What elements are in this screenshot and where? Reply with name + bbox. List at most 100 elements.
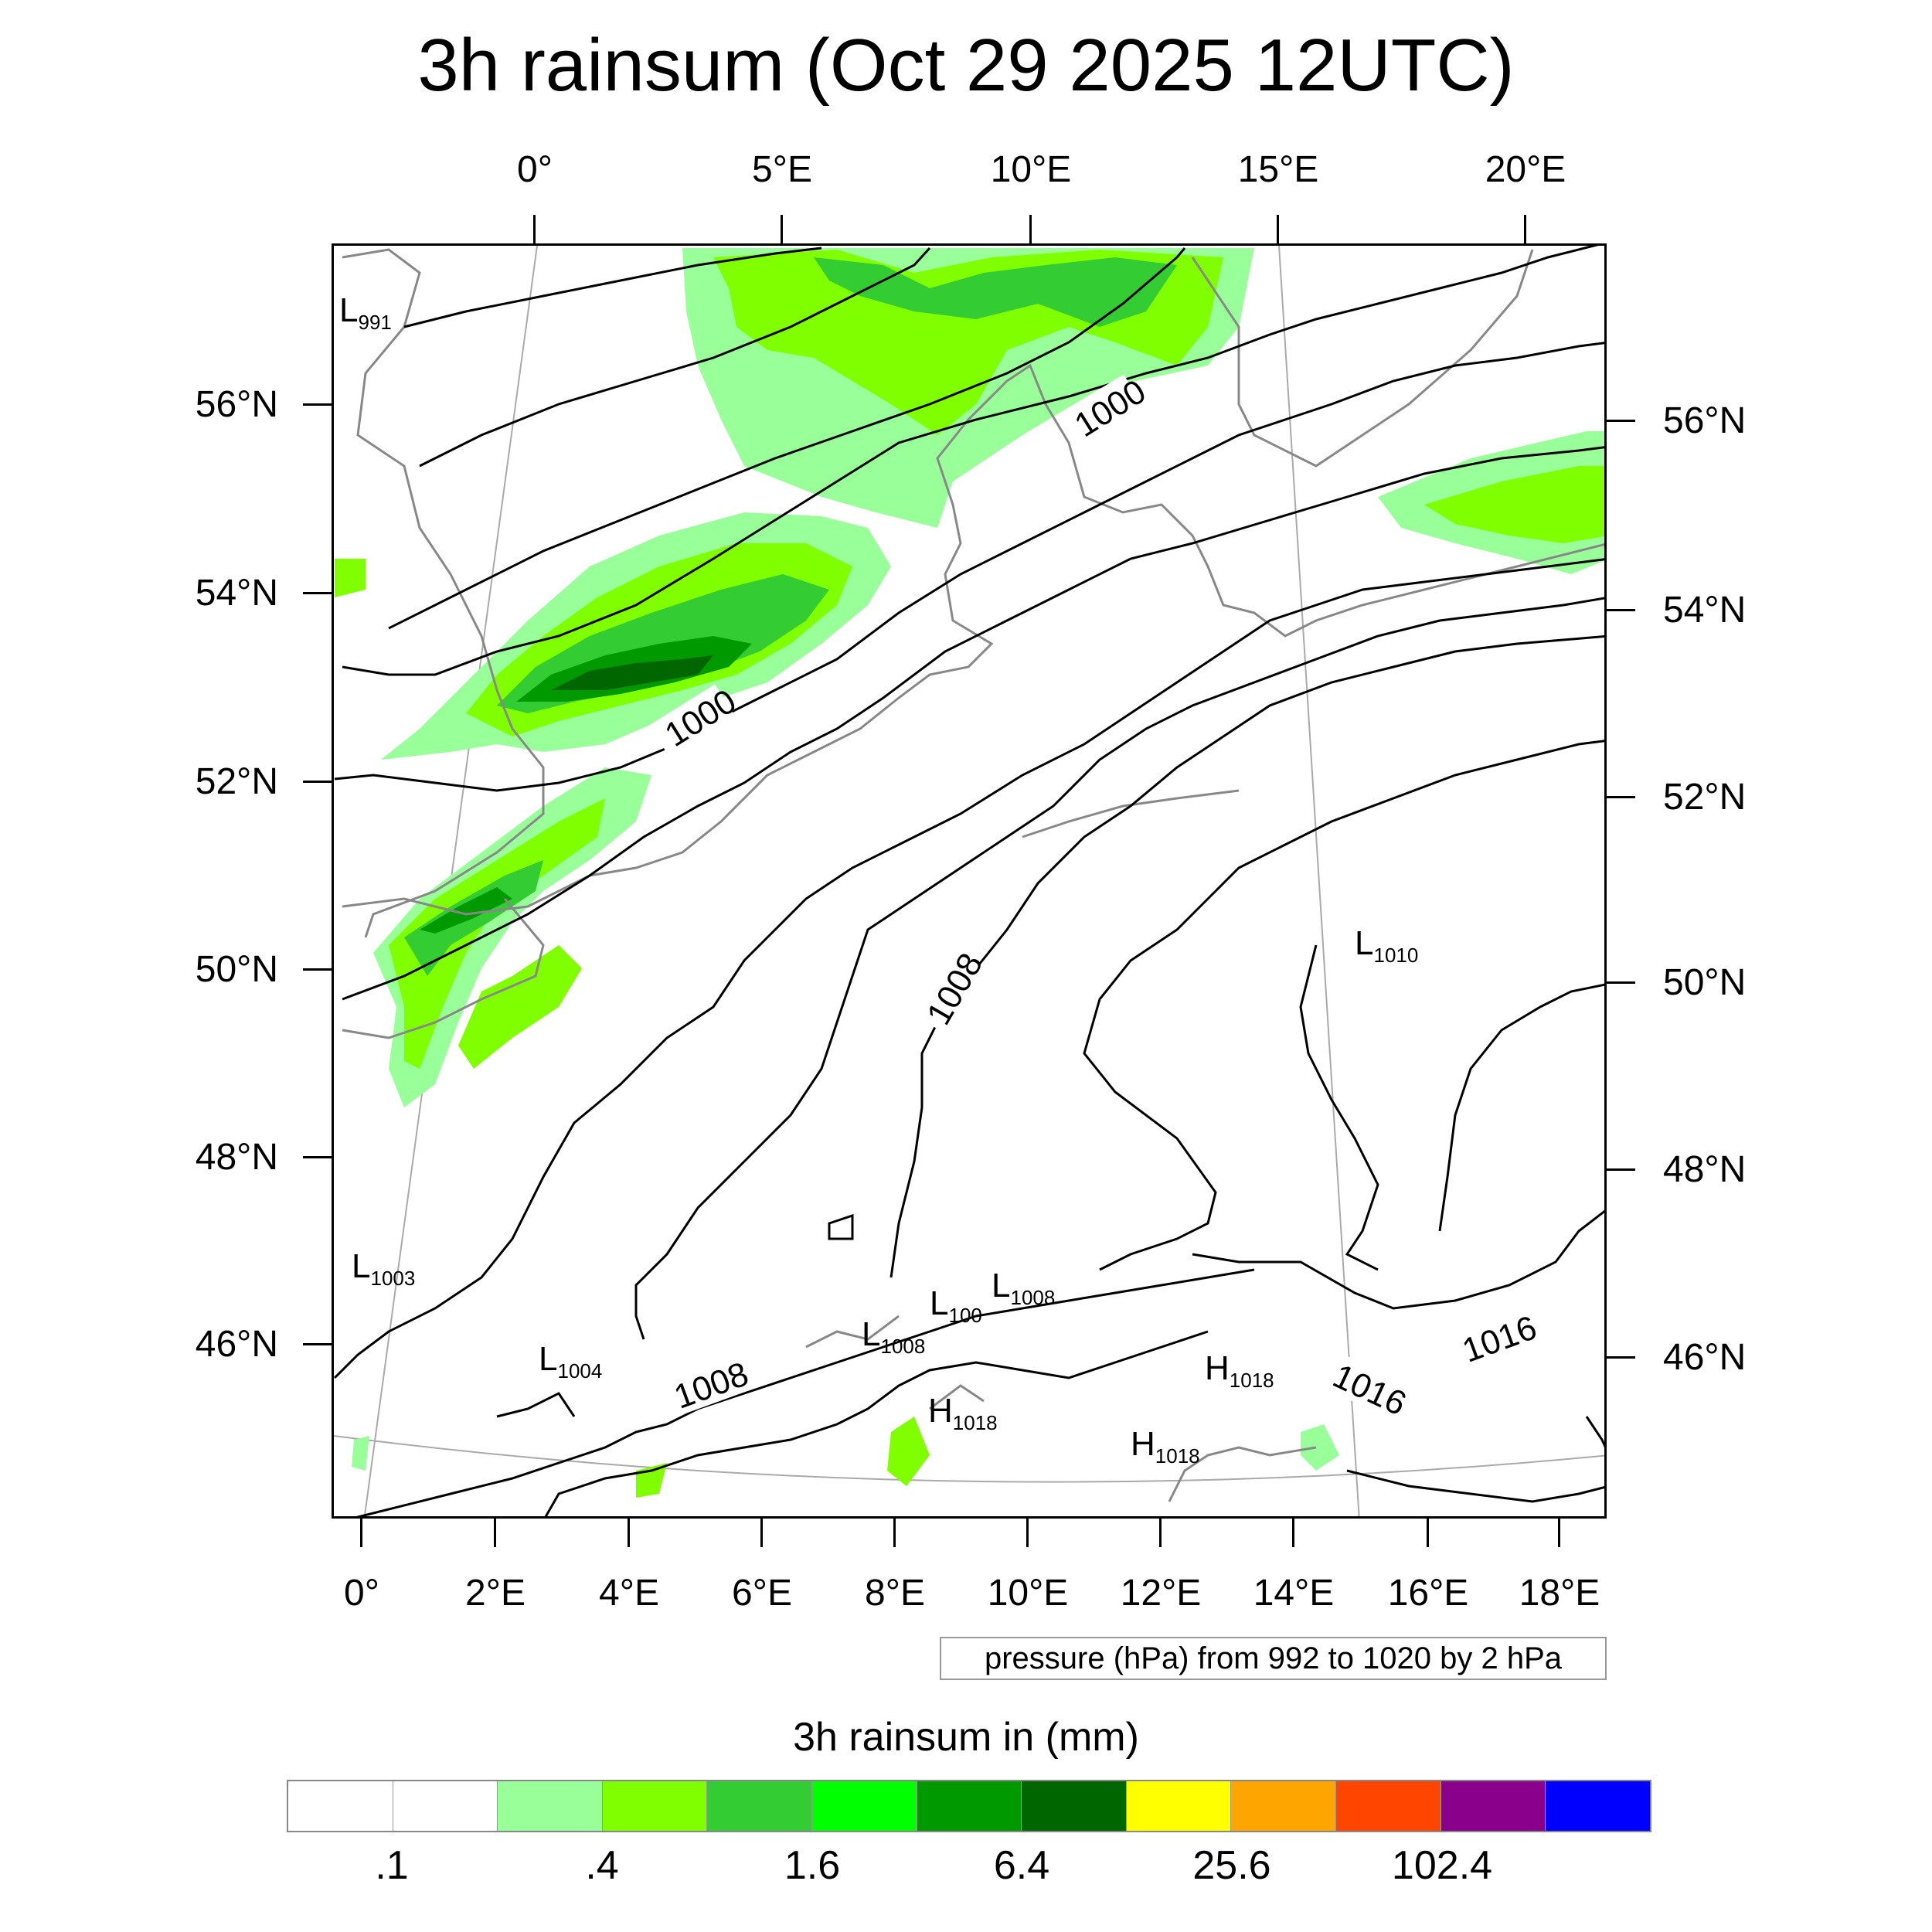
bottom-lon-label: 0° [344, 1573, 379, 1614]
rain-area-france-dark [420, 887, 512, 934]
left-lat-label: 56°N [195, 384, 278, 425]
pressure-center-value: 1018 [1155, 1444, 1200, 1468]
isobar-line [496, 1392, 576, 1418]
bottom-lon-label: 8°E [865, 1573, 925, 1614]
map-panel: 1000 1000 1008 1008 1016 1016 L991 L1003… [332, 243, 1607, 1519]
bottom-lon-label: 18°E [1519, 1573, 1600, 1614]
rain-area-baltic-lime [1424, 466, 1604, 543]
isobar-line [1083, 740, 1604, 1271]
colorbar-swatch [498, 1781, 603, 1831]
colorbar-tick-label: .4 [585, 1843, 619, 1888]
svg-text:L991: L991 [339, 291, 392, 334]
pressure-centers: L991 L1003 L1004 L1008 L1008 L100 L1010 … [339, 291, 1418, 1468]
isobar-line [403, 247, 822, 328]
colorbar-swatch [288, 1781, 393, 1831]
colorbar-swatch [393, 1781, 498, 1831]
pressure-center-letter: L [339, 291, 358, 329]
bottom-lon-label: 2°E [465, 1573, 526, 1614]
pressure-center-value: 1010 [1373, 944, 1418, 967]
pressure-center-letter: L [862, 1315, 880, 1353]
isobar-line [828, 1213, 854, 1240]
isobar-line [388, 247, 1186, 630]
svg-text:L1003: L1003 [352, 1247, 415, 1290]
pressure-center-letter: H [1131, 1425, 1155, 1463]
colorbar-swatch [1440, 1781, 1546, 1831]
bottom-lon-label: 6°E [732, 1573, 792, 1614]
left-lat-label: 46°N [195, 1324, 278, 1365]
top-lon-label: 5°E [752, 149, 812, 190]
colorbar-tick-label: .1 [375, 1843, 409, 1888]
isobar-line [1438, 983, 1604, 1232]
isobar-line [355, 1268, 1255, 1516]
rain-area-france-light [373, 767, 651, 1107]
isobar-line [342, 446, 1604, 1001]
bottom-lon-label: 14°E [1253, 1573, 1335, 1614]
left-lat-label: 48°N [195, 1137, 278, 1178]
isobar-label: 1008 [920, 947, 990, 1031]
top-lon-label: 0° [517, 149, 553, 190]
left-lat-label: 52°N [195, 761, 278, 802]
right-lat-label: 46°N [1663, 1337, 1747, 1378]
isobar-line [1346, 1469, 1604, 1503]
top-lon-label: 10°E [990, 149, 1072, 190]
pressure-center-value: 1008 [880, 1335, 925, 1358]
svg-text:L1010: L1010 [1355, 924, 1418, 967]
right-lat-label: 56°N [1663, 400, 1747, 441]
top-lon-label: 15°E [1237, 149, 1319, 190]
isobars [334, 246, 1604, 1516]
figure-title: 3h rainsum (Oct 29 2025 12UTC) [417, 24, 1515, 107]
svg-text:H1018: H1018 [1131, 1425, 1200, 1468]
svg-text:H1018: H1018 [928, 1392, 998, 1434]
right-lat-label: 52°N [1663, 777, 1747, 818]
pressure-center-value: 100 [948, 1304, 981, 1327]
svg-text:H1018: H1018 [1205, 1349, 1274, 1392]
svg-text:L1008: L1008 [862, 1315, 925, 1358]
contour-info-box: pressure (hPa) from 992 to 1020 by 2 hPa [940, 1637, 1607, 1680]
coastlines [342, 248, 1604, 1502]
rain-area-south-patch [1301, 1424, 1339, 1471]
colorbar-swatch [1022, 1781, 1127, 1831]
rain-area-north-medium [814, 257, 1177, 327]
right-lat-label: 54°N [1663, 590, 1747, 631]
colorbar-swatch [1336, 1781, 1441, 1831]
colorbar-swatch [812, 1781, 917, 1831]
rain-area-front-darkest [551, 655, 713, 690]
colorbar-swatch [602, 1781, 708, 1831]
bottom-lon-label: 4°E [599, 1573, 659, 1614]
isobar-line [544, 1330, 1209, 1516]
left-lat-label: 54°N [195, 573, 278, 614]
svg-text:L100: L100 [930, 1284, 982, 1327]
isobar-line [334, 558, 1604, 1379]
isobar-line [334, 342, 1604, 792]
colorbar-swatch [1126, 1781, 1232, 1831]
isobar-line [1192, 1209, 1604, 1310]
pressure-center-letter: H [928, 1392, 953, 1430]
isobar-line [634, 597, 1604, 1340]
svg-text:L1008: L1008 [992, 1267, 1055, 1309]
pressure-center-value: 991 [358, 311, 391, 334]
pressure-center-value: 1004 [557, 1359, 602, 1383]
pressure-center-letter: L [1355, 924, 1373, 962]
pressure-center-value: 1018 [1230, 1369, 1274, 1392]
pressure-center-value: 1008 [1010, 1286, 1055, 1309]
pressure-center-letter: L [352, 1247, 370, 1285]
isobar-line [419, 247, 931, 468]
colorbar-title: 3h rainsum in (mm) [793, 1715, 1139, 1760]
colorbar-swatch [1231, 1781, 1337, 1831]
colorbar-tick-label: 1.6 [784, 1843, 841, 1888]
rain-area-south-patch [887, 1417, 930, 1486]
map-canvas: 1000 1000 1008 1008 1016 1016 L991 L1003… [334, 246, 1604, 1516]
rain-area-france-east [458, 945, 582, 1069]
pressure-center-value: 1018 [953, 1411, 998, 1434]
pressure-center-letter: L [539, 1340, 557, 1378]
colorbar-tick-label: 25.6 [1192, 1843, 1271, 1888]
isobar-line [889, 634, 1604, 1278]
colorbar [287, 1780, 1651, 1832]
colorbar-swatch [917, 1781, 1022, 1831]
svg-text:L1004: L1004 [539, 1340, 602, 1383]
colorbar-swatch [1546, 1781, 1650, 1831]
colorbar-tick-label: 102.4 [1391, 1843, 1493, 1888]
right-lat-label: 48°N [1663, 1149, 1747, 1190]
pressure-center-letter: H [1205, 1349, 1230, 1387]
